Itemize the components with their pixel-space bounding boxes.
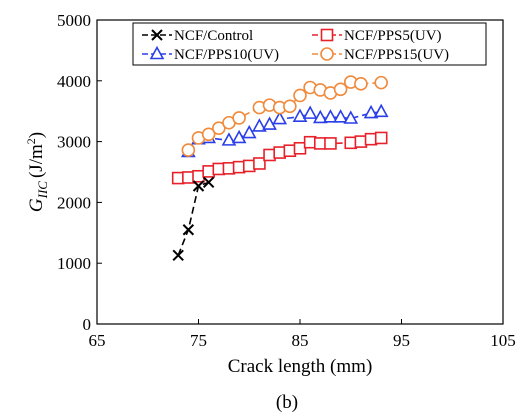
series-line [177, 181, 209, 256]
data-point [363, 104, 379, 119]
data-point [192, 180, 205, 192]
legend-label: NCF/PPS10(UV) [174, 47, 279, 63]
data-point [324, 137, 337, 150]
data-point [253, 157, 266, 170]
data-point [231, 129, 247, 144]
y-tick-label: 4000 [57, 72, 91, 91]
data-point [374, 131, 388, 145]
y-axis-title-subscript: IIC [35, 181, 50, 200]
data-point [221, 132, 237, 146]
y-tick-label: 1000 [57, 254, 91, 273]
y-tick-label: 2000 [57, 193, 91, 212]
data-point [333, 109, 348, 123]
x-axis-title: Crack length (mm) [228, 356, 373, 377]
series-layer [171, 75, 389, 262]
data-point [374, 75, 389, 90]
data-point [323, 109, 338, 123]
y-axis-title: GIIC (J/m2) [24, 132, 50, 212]
data-point [241, 124, 257, 139]
data-point [293, 88, 307, 103]
legend-label: NCF/Control [174, 28, 253, 44]
x-tick-label: 95 [393, 331, 410, 350]
plot-frame [96, 19, 504, 325]
legend-box [132, 22, 487, 66]
data-point [292, 108, 308, 122]
x-tick-label: 65 [89, 331, 106, 350]
y-tick-label: 5000 [57, 11, 91, 30]
legend-item: NCF/PPS5(UV) [312, 28, 442, 44]
legend-item: NCF/Control [142, 28, 253, 44]
data-point [333, 82, 348, 97]
plot-area [96, 19, 504, 325]
data-point [171, 171, 185, 185]
x-tick-label: 85 [292, 331, 309, 350]
y-axis-title-close: ) [26, 132, 47, 138]
data-point [263, 148, 276, 162]
y-axis-title-superscript: 2 [24, 138, 38, 144]
series-ncf-pps5-uv [171, 131, 388, 185]
data-point [182, 224, 195, 236]
x-axis: 65 75 85 95 105 [89, 319, 516, 350]
legend-label: NCF/PPS15(UV) [344, 47, 449, 63]
y-tick-label: 0 [83, 315, 92, 334]
data-point [201, 127, 216, 142]
data-point [272, 110, 288, 125]
legend-item: NCF/PPS10(UV) [142, 45, 279, 63]
data-point [262, 116, 277, 130]
legend-marker [320, 47, 334, 61]
panel-label: (b) [276, 392, 298, 413]
data-point [302, 105, 318, 119]
data-point [172, 249, 184, 262]
y-axis-title-unit: (J/m [26, 144, 47, 178]
y-axis: 0 1000 2000 3000 4000 5000 [57, 11, 102, 334]
data-point [252, 118, 267, 132]
legend-label: NCF/PPS5(UV) [344, 28, 442, 44]
x-tick-label: 75 [190, 331, 207, 350]
legend-marker [151, 29, 163, 41]
data-point [313, 137, 327, 150]
legend-marker [149, 45, 165, 60]
legend: NCF/Control NCF/PPS5(UV) NCF/PPS10(UV) NCF/… [132, 22, 487, 66]
data-point [283, 99, 297, 114]
data-point [312, 109, 328, 124]
data-point [343, 110, 359, 124]
data-point [202, 176, 215, 189]
data-point [212, 121, 226, 136]
data-point [232, 111, 246, 125]
y-axis-title-symbol: G [26, 198, 47, 212]
data-point [181, 143, 196, 157]
legend-item: NCF/PPS15(UV) [312, 47, 449, 63]
data-point [354, 77, 368, 91]
data-point [373, 103, 389, 118]
data-point [364, 132, 378, 146]
series-ncf-control [172, 176, 215, 262]
data-point [222, 162, 236, 175]
y-tick-label: 3000 [57, 133, 91, 152]
x-tick-label: 105 [490, 331, 516, 350]
data-point [202, 165, 215, 178]
legend-marker [320, 28, 334, 42]
series-ncf-pps15-uv [181, 75, 389, 157]
